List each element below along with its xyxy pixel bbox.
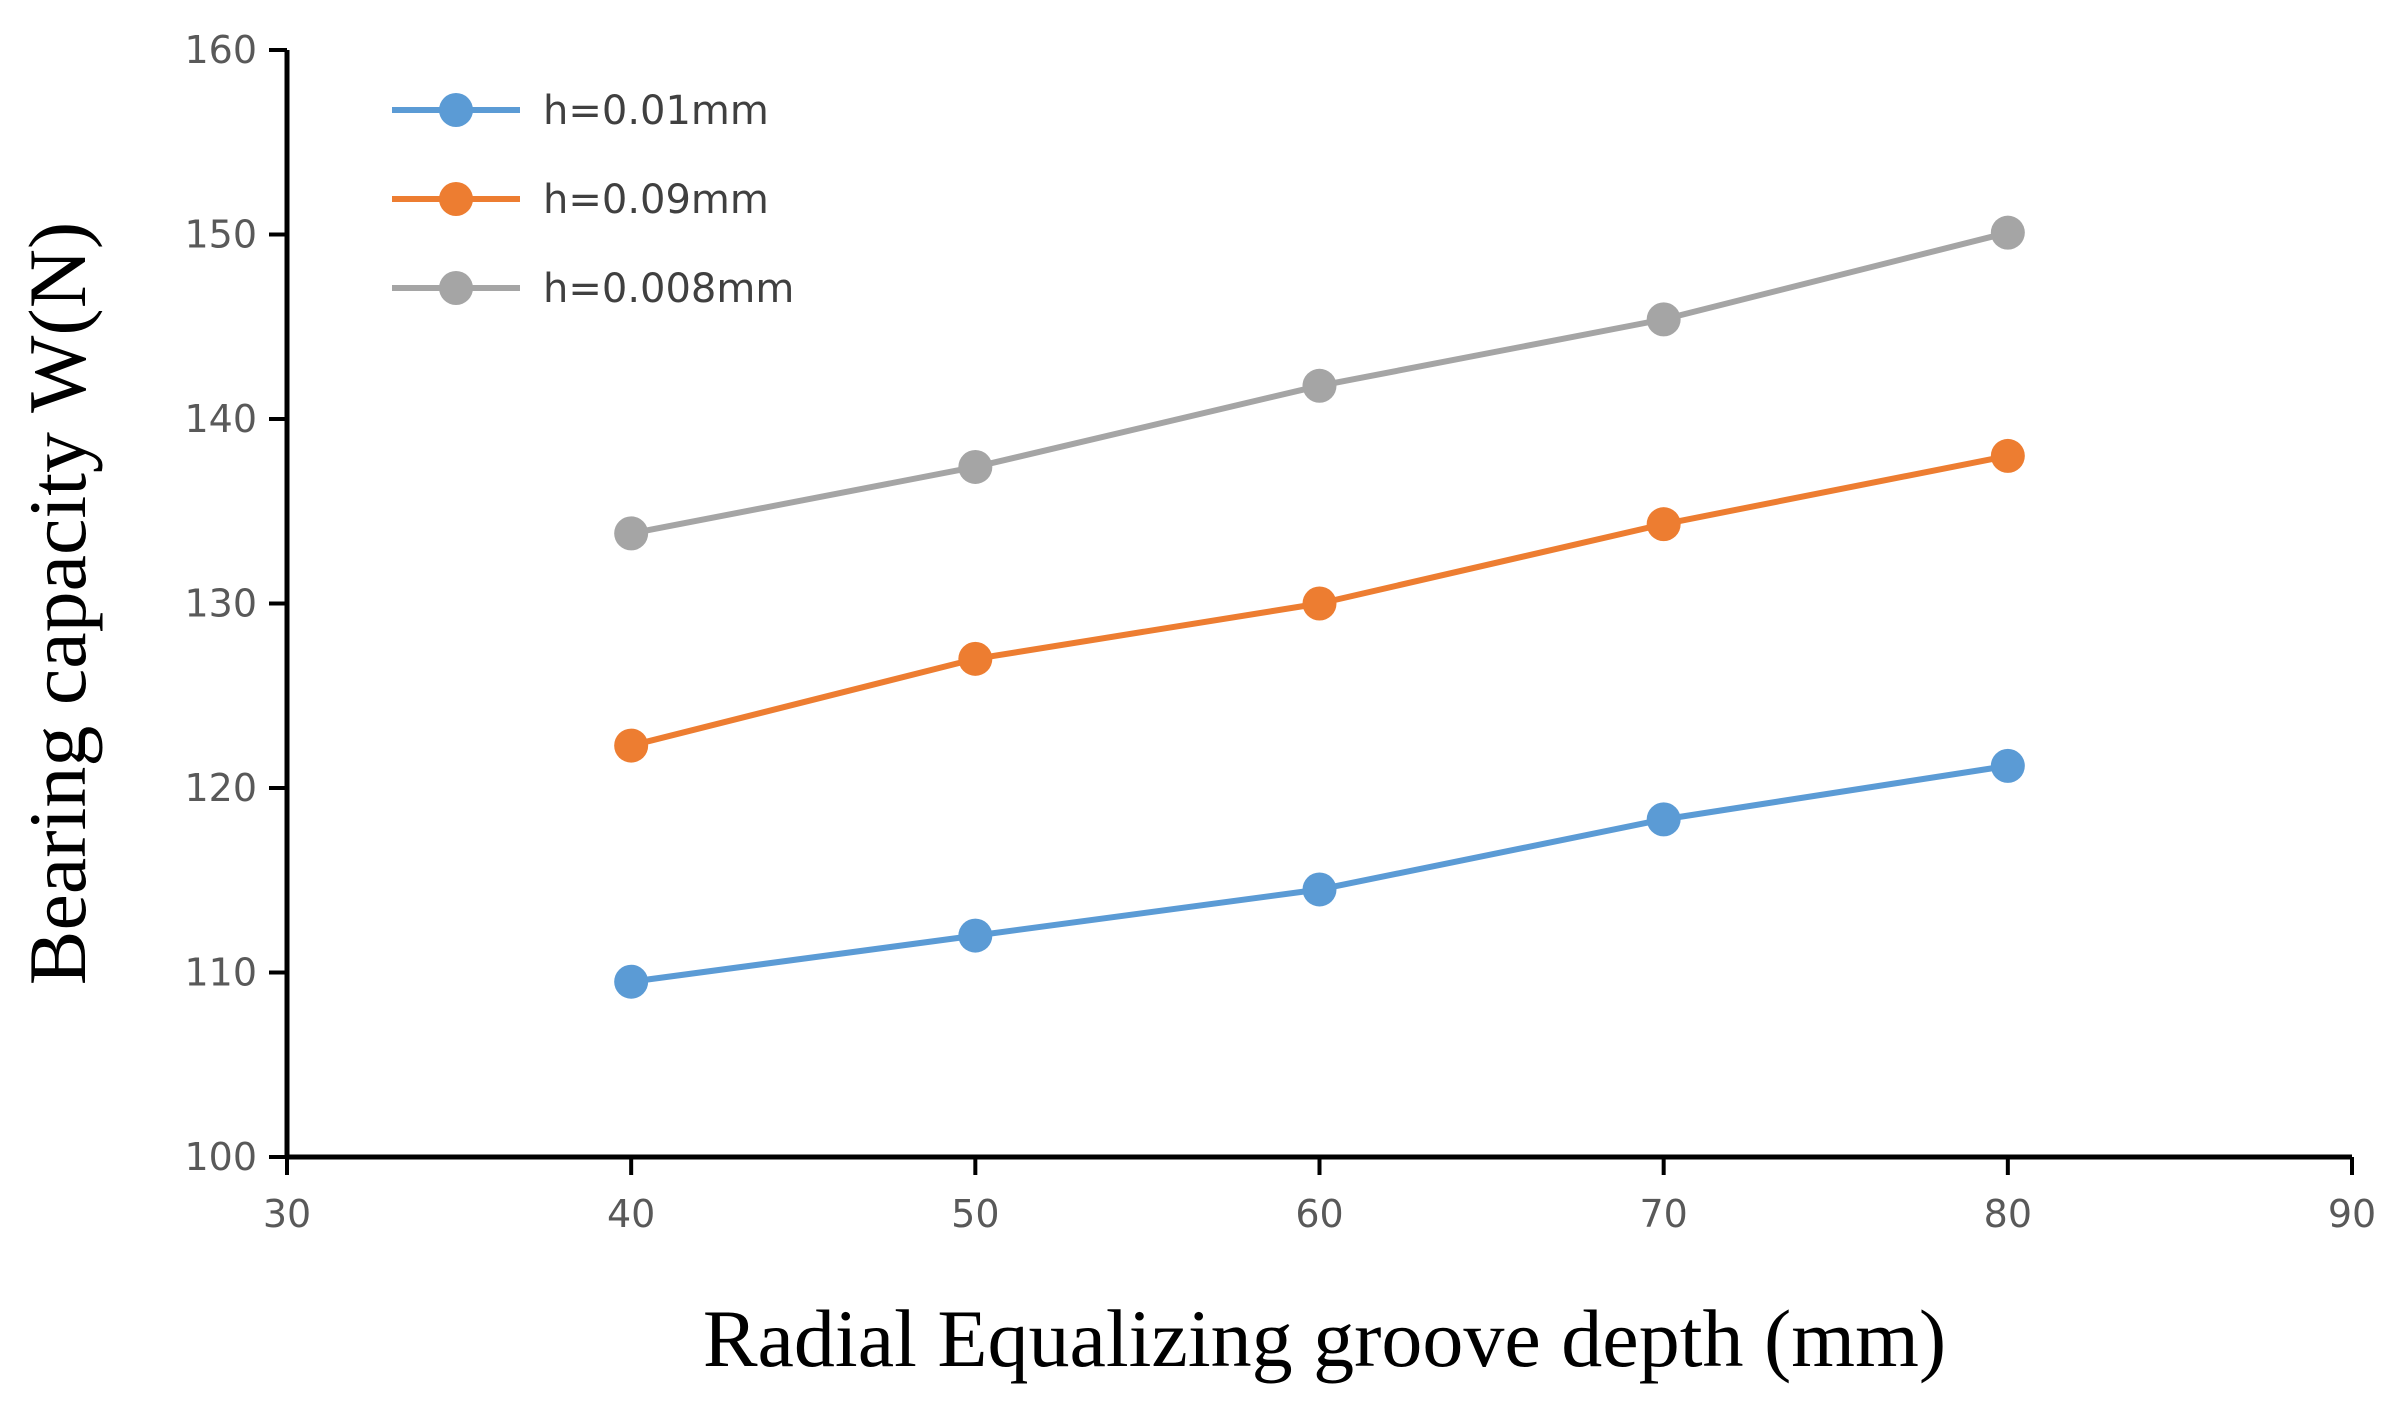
- y-tick-label: 150: [184, 213, 257, 257]
- legend-item: h=0.01mm: [392, 88, 769, 134]
- data-point: [614, 964, 649, 999]
- legend-item: h=0.008mm: [392, 266, 794, 312]
- x-tick-label: 60: [1295, 1192, 1343, 1236]
- data-point: [958, 918, 993, 953]
- data-point: [958, 449, 993, 484]
- series-h=0.01mm: [614, 748, 2025, 999]
- x-tick-label: 70: [1639, 1192, 1687, 1236]
- data-point: [1646, 302, 1681, 337]
- legend-swatch-marker: [439, 182, 473, 216]
- x-axis-title: Radial Equalizing groove depth (mm): [703, 1293, 1946, 1384]
- legend-swatch-marker: [439, 93, 473, 127]
- series-h=0.09mm: [614, 438, 2025, 763]
- data-point: [1990, 438, 2025, 473]
- data-point: [1302, 586, 1337, 621]
- data-point: [958, 641, 993, 676]
- y-tick-label: 120: [184, 766, 257, 810]
- x-tick-label: 40: [607, 1192, 655, 1236]
- series-group: [614, 215, 2025, 999]
- y-tick-label: 110: [184, 951, 257, 995]
- y-axis-title: Bearing capacity W(N): [12, 222, 103, 985]
- data-point: [1302, 368, 1337, 403]
- series-h=0.008mm: [614, 215, 2025, 551]
- data-point: [1990, 748, 2025, 783]
- data-point: [1646, 507, 1681, 542]
- x-ticks: 30 40 50 60 70 80 90: [263, 1157, 2376, 1236]
- data-point: [1646, 802, 1681, 837]
- y-tick-label: 160: [184, 28, 257, 72]
- x-tick-label: 90: [2328, 1192, 2376, 1236]
- data-point: [1302, 872, 1337, 907]
- y-tick-label: 140: [184, 397, 257, 441]
- data-point: [614, 516, 649, 551]
- legend-label: h=0.01mm: [543, 88, 769, 134]
- y-ticks: 100 110 120 130 140 150 160: [184, 28, 287, 1179]
- legend-swatch-marker: [439, 271, 473, 305]
- legend: h=0.01mm h=0.09mm h=0.008mm: [392, 88, 794, 312]
- x-tick-label: 30: [263, 1192, 311, 1236]
- y-tick-label: 100: [184, 1135, 257, 1179]
- y-tick-label: 130: [184, 582, 257, 626]
- legend-label: h=0.008mm: [543, 266, 794, 312]
- data-point: [614, 728, 649, 763]
- data-point: [1990, 215, 2025, 250]
- legend-label: h=0.09mm: [543, 177, 769, 223]
- legend-item: h=0.09mm: [392, 177, 769, 223]
- x-tick-label: 50: [951, 1192, 999, 1236]
- x-tick-label: 80: [1984, 1192, 2032, 1236]
